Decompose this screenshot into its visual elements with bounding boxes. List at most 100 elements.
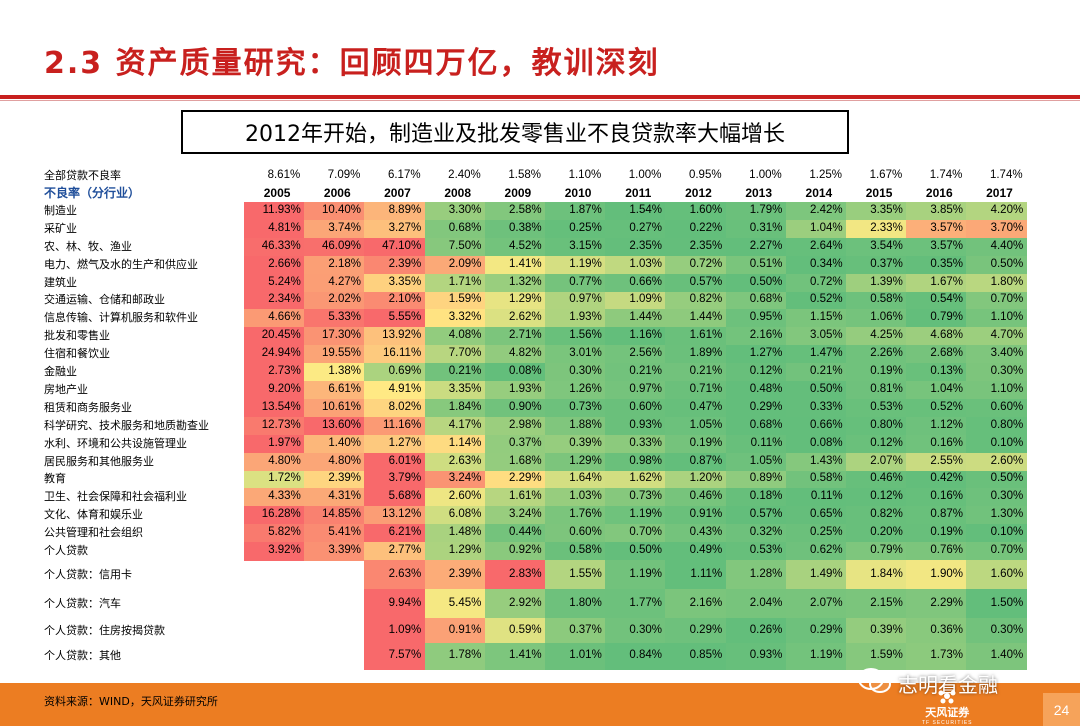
heatmap-cell: 16.28% <box>244 506 305 525</box>
heatmap-cell: 0.30% <box>966 363 1028 382</box>
heatmap-cell: 13.54% <box>244 398 305 418</box>
row-label: 信息传输、计算机服务和软件业 <box>44 311 198 325</box>
heatmap-cell: 2.63% <box>424 452 486 472</box>
overall-npl-rate: 1.74% <box>989 169 1023 181</box>
heatmap-cell: 3.15% <box>545 237 606 257</box>
year-header: 2012 <box>685 186 712 200</box>
row-label: 电力、燃气及水的生产和供应业 <box>44 257 198 271</box>
title-rule <box>0 95 1080 99</box>
heatmap-cell: 0.52% <box>785 291 847 310</box>
heatmap-cell: 2.60% <box>424 488 486 507</box>
heatmap-cell: 1.41% <box>484 643 546 670</box>
heatmap-cell: 0.82% <box>846 506 907 525</box>
row-label: 个人贷款：住房按揭贷款 <box>44 623 165 637</box>
heatmap-cell: 2.66% <box>244 255 305 275</box>
heatmap-cell: 19.55% <box>304 345 365 364</box>
heatmap-cell: 2.71% <box>484 327 546 346</box>
heatmap-cell: 0.50% <box>966 255 1028 275</box>
heatmap-cell: 1.80% <box>966 273 1028 293</box>
heatmap-cell: 4.91% <box>364 381 426 400</box>
heatmap-cell: 0.80% <box>966 416 1028 436</box>
year-header: 2014 <box>805 186 833 200</box>
heatmap-cell: 0.77% <box>545 273 606 293</box>
heatmap-cell: 1.29% <box>484 291 546 310</box>
heatmap-cell: 1.04% <box>906 381 967 400</box>
heatmap-cell: 0.21% <box>785 363 847 382</box>
heatmap-cell: 0.90% <box>484 398 546 418</box>
slide-title: 2.3 资产质量研究：回顾四万亿，教训深刻 <box>44 46 660 81</box>
heatmap-cell: 0.20% <box>846 524 907 543</box>
heatmap-cell: 3.39% <box>304 542 365 561</box>
heatmap-cell: 1.06% <box>846 309 907 328</box>
heatmap-cell: 0.30% <box>605 618 666 644</box>
heatmap-cell: 1.97% <box>244 434 305 454</box>
heatmap-cell: 1.90% <box>906 560 967 590</box>
heatmap-cell: 3.79% <box>364 470 426 489</box>
heatmap-cell: 0.51% <box>725 255 787 275</box>
heatmap-cell: 4.20% <box>966 202 1028 221</box>
heatmap-cell: 1.61% <box>665 327 727 346</box>
heatmap-cell: 4.70% <box>966 327 1028 346</box>
heatmap-cell: 0.26% <box>725 618 787 644</box>
heatmap-cell: 1.26% <box>545 381 606 400</box>
heatmap-cell: 0.93% <box>725 643 787 670</box>
heatmap-cell: 46.09% <box>304 237 365 257</box>
row-label: 制造业 <box>44 203 77 217</box>
heatmap-cell: 1.50% <box>966 589 1028 619</box>
heatmap-cell: 0.58% <box>545 542 606 561</box>
heatmap-cell: 13.60% <box>304 416 365 436</box>
heatmap-cell: 4.17% <box>424 416 486 436</box>
heatmap-cell: 0.52% <box>906 398 967 418</box>
heatmap-cell: 2.83% <box>484 560 546 590</box>
heatmap-cell: 0.08% <box>785 434 847 454</box>
heatmap-cell: 1.05% <box>665 416 727 436</box>
heatmap-cell: 0.53% <box>846 398 907 418</box>
heatmap-cell: 4.33% <box>244 488 305 507</box>
heatmap-cell: 0.60% <box>545 524 606 543</box>
heatmap-cell: 1.64% <box>545 470 606 489</box>
heatmap-cell: 1.27% <box>364 434 426 454</box>
heatmap-cell: 2.56% <box>605 345 666 364</box>
heatmap-cell: 3.35% <box>846 202 907 221</box>
overall-npl-rate: 6.17% <box>387 169 421 181</box>
overall-npl-rate: 0.95% <box>688 169 722 181</box>
heatmap-cell: 4.68% <box>906 327 967 346</box>
heatmap-cell: 2.42% <box>785 202 847 221</box>
heatmap-cell: 3.92% <box>244 542 305 561</box>
overall-npl-rate: 1.67% <box>869 169 903 181</box>
heatmap-cell: 1.05% <box>725 452 787 472</box>
row-label: 建筑业 <box>44 275 77 289</box>
heatmap-cell: 0.32% <box>725 524 787 543</box>
heatmap-cell: 5.33% <box>304 309 365 328</box>
heatmap-cell: 0.69% <box>364 363 426 382</box>
footer-bar <box>0 683 1080 726</box>
heatmap-cell: 0.12% <box>725 363 787 382</box>
row-label: 金融业 <box>44 365 77 379</box>
heatmap-cell: 4.66% <box>244 309 305 328</box>
heatmap-cell: 0.79% <box>906 309 967 328</box>
heatmap-cell: 0.70% <box>966 291 1028 310</box>
heatmap-cell: 0.36% <box>906 618 967 644</box>
heatmap-cell: 2.33% <box>846 219 907 239</box>
year-header: 2011 <box>625 186 652 200</box>
heatmap-cell: 8.89% <box>364 202 426 221</box>
heatmap-cell: 1.29% <box>424 542 486 561</box>
heatmap-cell: 1.54% <box>605 202 666 221</box>
heatmap-cell: 0.93% <box>605 416 666 436</box>
heatmap-cell: 1.76% <box>545 506 606 525</box>
heatmap-cell: 1.19% <box>605 560 666 590</box>
heatmap-cell: 14.85% <box>304 506 365 525</box>
heatmap-cell: 5.41% <box>304 524 365 543</box>
heatmap-cell: 0.25% <box>785 524 847 543</box>
row-label: 住宿和餐饮业 <box>44 347 110 361</box>
heatmap-cell: 5.68% <box>364 488 426 507</box>
row-label: 批发和零售业 <box>44 329 110 343</box>
heatmap-cell: 4.31% <box>304 488 365 507</box>
heatmap-cell: 0.31% <box>725 219 787 239</box>
heatmap-cell: 0.84% <box>605 643 666 670</box>
heatmap-cell: 0.91% <box>424 618 486 644</box>
heatmap-cell: 3.70% <box>966 219 1028 239</box>
heatmap-cell: 2.26% <box>846 345 907 364</box>
heatmap-cell: 2.16% <box>665 589 727 619</box>
overall-npl-rate: 1.00% <box>628 169 662 181</box>
